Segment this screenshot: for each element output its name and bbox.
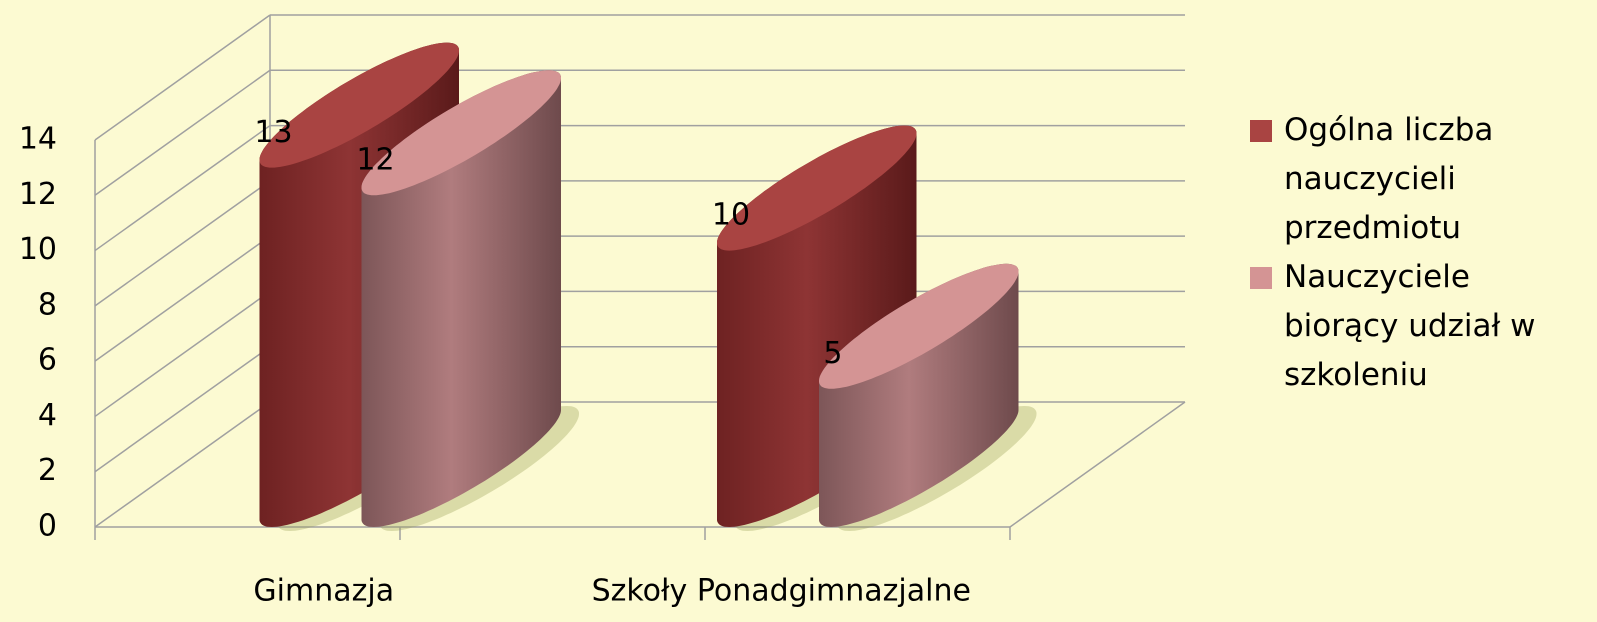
y-tick-label: 14 <box>19 122 57 157</box>
bar-top <box>259 42 459 168</box>
data-label: 12 <box>356 142 394 177</box>
y-tick-label: 0 <box>38 509 57 544</box>
grid-line <box>94 124 271 252</box>
bar-top <box>717 125 917 251</box>
grid-line <box>94 235 271 362</box>
grid-line <box>94 290 271 418</box>
legend-item: Ogólna liczba nauczycieli przedmiotu <box>1250 106 1580 253</box>
y-tick-label: 10 <box>19 232 57 267</box>
bar-top <box>361 70 561 196</box>
x-tick-label: Gimnazja <box>253 574 394 609</box>
y-tick-label: 12 <box>19 177 57 212</box>
legend: Ogólna liczba nauczycieli przedmiotu Nauc… <box>1250 106 1580 400</box>
y-tick-label: 6 <box>38 343 57 378</box>
floor-edge <box>1009 401 1186 528</box>
legend-swatch <box>1250 120 1272 142</box>
x-tick-label: Szkoły Ponadgimnazjalne <box>592 574 971 609</box>
grid-line <box>94 180 271 307</box>
data-label: 10 <box>712 198 750 233</box>
y-tick-label: 4 <box>38 398 57 433</box>
bar-top <box>819 263 1019 389</box>
grid-line <box>94 14 271 141</box>
y-tick-label: 8 <box>38 287 57 322</box>
data-label: 13 <box>254 115 292 150</box>
grid-line <box>94 69 271 196</box>
axes-frame <box>94 15 1186 540</box>
y-tick-label: 2 <box>38 453 57 488</box>
legend-item: Nauczyciele biorący udział w szkoleniu <box>1250 253 1580 400</box>
data-label: 5 <box>823 336 842 371</box>
grid-line <box>94 401 271 528</box>
legend-swatch <box>1250 267 1272 289</box>
legend-label: Ogólna liczba nauczycieli przedmiotu <box>1284 112 1494 246</box>
legend-label: Nauczyciele biorący udział w szkoleniu <box>1284 259 1536 393</box>
grid-line <box>94 346 271 473</box>
